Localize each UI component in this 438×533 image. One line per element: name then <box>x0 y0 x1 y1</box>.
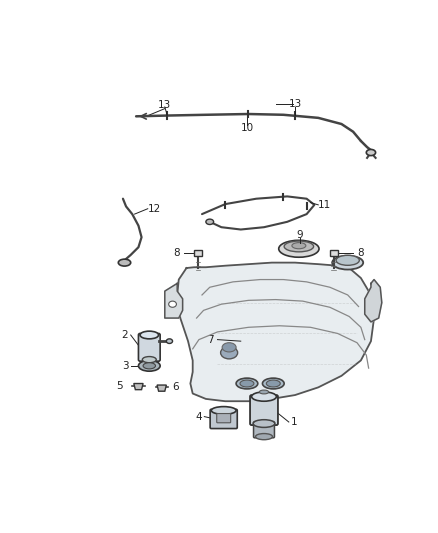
Ellipse shape <box>251 392 276 401</box>
Ellipse shape <box>166 339 173 343</box>
Text: 9: 9 <box>297 230 303 240</box>
Text: 3: 3 <box>122 361 128 371</box>
Text: 8: 8 <box>174 248 180 257</box>
Text: 11: 11 <box>318 200 332 210</box>
FancyBboxPatch shape <box>250 395 278 425</box>
Ellipse shape <box>266 380 280 387</box>
Ellipse shape <box>140 331 159 339</box>
Ellipse shape <box>292 243 306 249</box>
Ellipse shape <box>366 149 376 156</box>
Bar <box>330 251 338 256</box>
FancyBboxPatch shape <box>210 409 237 429</box>
Ellipse shape <box>143 363 155 369</box>
Ellipse shape <box>236 378 258 389</box>
Polygon shape <box>365 280 382 322</box>
Polygon shape <box>134 384 143 390</box>
Text: 13: 13 <box>288 99 302 109</box>
Ellipse shape <box>240 380 254 387</box>
Ellipse shape <box>138 360 160 371</box>
Polygon shape <box>177 263 374 401</box>
Ellipse shape <box>284 241 314 252</box>
Text: 2: 2 <box>122 330 128 340</box>
Text: 13: 13 <box>158 100 171 110</box>
Ellipse shape <box>279 240 319 257</box>
Ellipse shape <box>253 419 275 427</box>
Polygon shape <box>165 284 183 318</box>
Ellipse shape <box>211 407 236 414</box>
Text: 10: 10 <box>240 123 254 133</box>
Text: 4: 4 <box>195 411 202 422</box>
Ellipse shape <box>169 301 177 308</box>
Ellipse shape <box>222 343 236 352</box>
Text: 7: 7 <box>207 335 214 345</box>
FancyBboxPatch shape <box>254 422 275 438</box>
Ellipse shape <box>221 346 238 359</box>
Ellipse shape <box>332 256 363 270</box>
Ellipse shape <box>118 259 131 266</box>
FancyBboxPatch shape <box>138 334 160 361</box>
FancyBboxPatch shape <box>217 414 231 423</box>
Text: 12: 12 <box>148 204 161 214</box>
Polygon shape <box>157 385 166 391</box>
Ellipse shape <box>259 390 268 394</box>
Text: 1: 1 <box>291 417 298 427</box>
Ellipse shape <box>336 255 359 265</box>
Ellipse shape <box>142 357 156 363</box>
Ellipse shape <box>255 433 272 440</box>
Ellipse shape <box>206 219 214 224</box>
Text: 6: 6 <box>173 382 179 392</box>
Text: 8: 8 <box>357 248 364 257</box>
Bar <box>194 251 202 256</box>
Ellipse shape <box>262 378 284 389</box>
Text: 5: 5 <box>117 381 123 391</box>
